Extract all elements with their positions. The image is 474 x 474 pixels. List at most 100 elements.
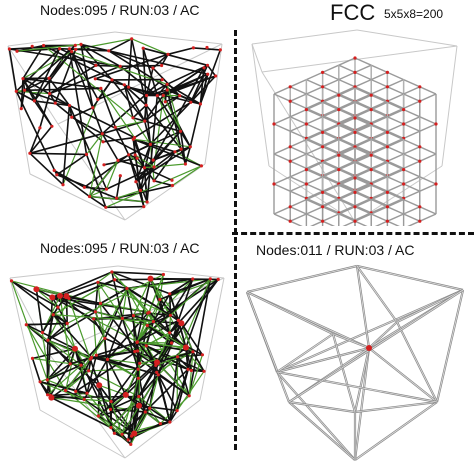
strut	[121, 411, 146, 435]
strut	[169, 332, 187, 349]
strut	[403, 146, 421, 155]
strut	[172, 165, 202, 186]
node	[189, 368, 193, 373]
strut	[306, 116, 323, 125]
strut	[84, 398, 112, 403]
strut	[34, 100, 70, 107]
strut	[111, 271, 171, 295]
node	[68, 362, 72, 366]
strut	[39, 381, 85, 400]
strut	[403, 176, 421, 185]
strut	[370, 114, 388, 124]
strut	[306, 168, 323, 178]
strut	[322, 116, 340, 125]
node	[155, 94, 159, 98]
strut	[70, 51, 99, 100]
strut	[145, 321, 155, 347]
strut	[354, 147, 372, 156]
strut-highlight	[356, 265, 370, 349]
strut	[354, 160, 372, 170]
node	[21, 77, 25, 81]
node	[103, 336, 107, 340]
strut	[65, 296, 68, 324]
strut	[32, 357, 82, 366]
strut	[306, 191, 323, 201]
strut	[338, 78, 356, 88]
strut	[125, 364, 157, 396]
strut	[114, 126, 130, 156]
strut	[189, 103, 202, 147]
strut	[149, 374, 159, 409]
node	[188, 145, 192, 149]
frame-edge	[124, 399, 201, 459]
strut	[322, 190, 340, 200]
strut	[338, 184, 356, 194]
strut-highlight	[354, 347, 370, 413]
strut	[83, 154, 130, 188]
strut	[322, 220, 336, 226]
strut	[306, 93, 323, 102]
strut	[47, 314, 55, 341]
strut	[338, 183, 356, 192]
strut	[170, 278, 219, 344]
strut	[387, 198, 404, 208]
strut	[289, 168, 307, 178]
strut	[322, 107, 340, 117]
strut	[338, 107, 356, 117]
strut	[56, 153, 87, 176]
node	[113, 278, 117, 282]
strut	[52, 314, 93, 358]
strut	[289, 160, 307, 170]
strut	[144, 163, 186, 169]
node	[134, 180, 138, 184]
strut	[29, 152, 64, 186]
node	[131, 314, 136, 318]
panel-title-bottom-right: Nodes:011 / RUN:03 / AC	[256, 242, 415, 258]
node	[353, 56, 357, 60]
node	[133, 153, 137, 157]
strut	[419, 176, 437, 185]
strut	[184, 146, 192, 165]
strut	[338, 137, 356, 147]
strut	[322, 93, 340, 102]
strut	[354, 176, 372, 185]
node	[14, 89, 18, 93]
node	[118, 174, 122, 178]
strut	[133, 138, 176, 153]
strut	[370, 168, 388, 178]
node	[165, 82, 169, 86]
strut-highlight	[276, 333, 334, 373]
strut	[306, 123, 323, 132]
node	[161, 93, 165, 97]
strut	[354, 87, 372, 96]
strut	[338, 116, 356, 125]
strut	[338, 190, 356, 200]
strut	[306, 86, 323, 95]
node	[57, 292, 63, 299]
strut	[94, 303, 102, 313]
strut	[56, 174, 117, 199]
strut	[322, 123, 340, 132]
strut	[354, 64, 372, 74]
node	[369, 153, 373, 157]
strut	[354, 117, 372, 126]
strut	[387, 86, 404, 95]
strut	[65, 358, 91, 391]
strut	[75, 38, 132, 50]
node	[63, 293, 70, 300]
strut	[387, 183, 404, 192]
frame-edge	[9, 277, 41, 411]
strut	[403, 116, 421, 125]
strut	[156, 322, 183, 363]
node	[402, 168, 406, 172]
frame-edge	[117, 265, 225, 279]
strut	[80, 43, 109, 52]
strut	[306, 160, 323, 170]
frame-edge	[251, 43, 263, 73]
strut	[95, 78, 125, 86]
strut	[306, 146, 323, 155]
strut	[15, 90, 58, 176]
strut	[41, 306, 59, 333]
strut	[66, 295, 101, 305]
strut	[9, 48, 121, 68]
